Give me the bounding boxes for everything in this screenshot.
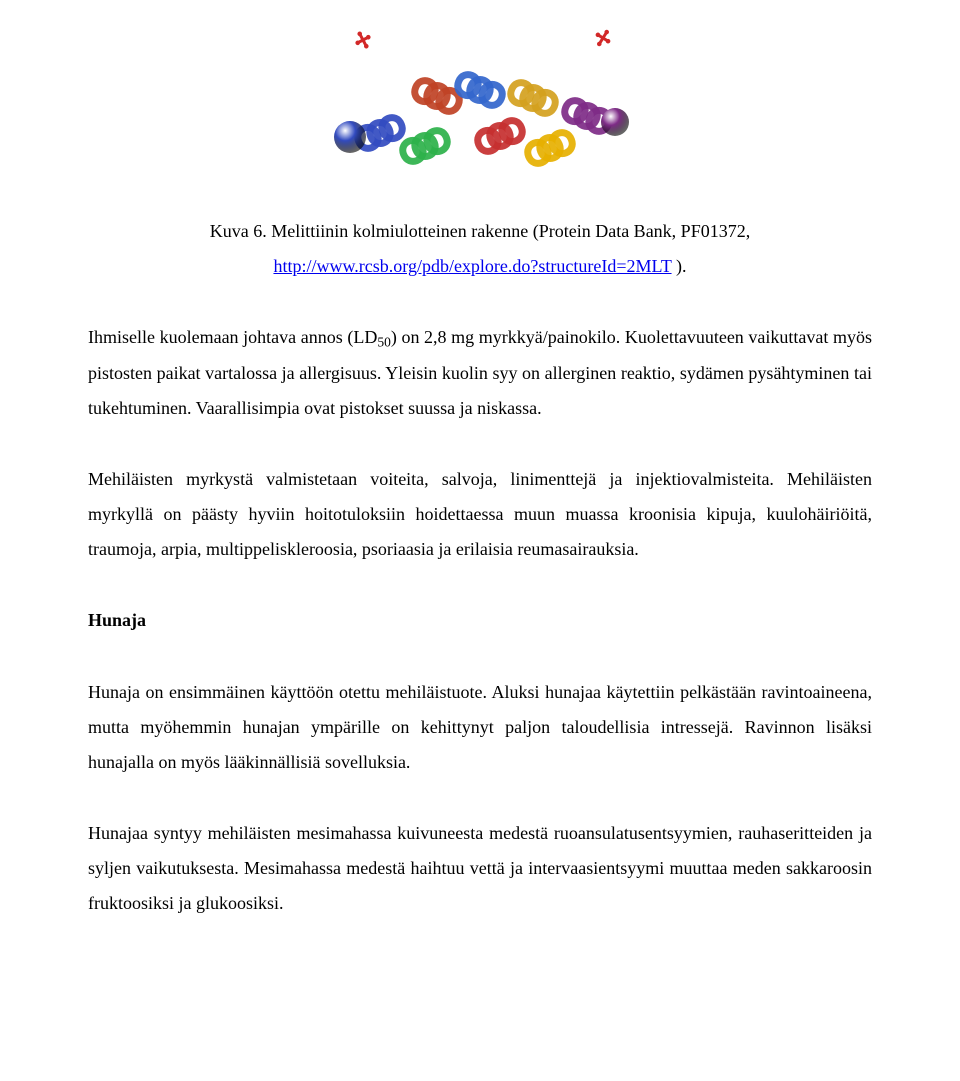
- figure-caption: Kuva 6. Melittiinin kolmiulotteinen rake…: [88, 214, 872, 284]
- protein-svg: [325, 18, 635, 198]
- p1-sub: 50: [377, 335, 391, 350]
- paragraph-uses: Mehiläisten myrkystä valmistetaan voitei…: [88, 462, 872, 567]
- page: Kuva 6. Melittiinin kolmiulotteinen rake…: [0, 0, 960, 961]
- caption-text-pre: Kuva 6. Melittiinin kolmiulotteinen rake…: [210, 221, 750, 241]
- section-heading-hunaja: Hunaja: [88, 603, 872, 638]
- paragraph-honey-intro: Hunaja on ensimmäinen käyttöön otettu me…: [88, 675, 872, 780]
- figure-protein-structure: [88, 18, 872, 210]
- caption-link[interactable]: http://www.rcsb.org/pdb/explore.do?struc…: [273, 256, 671, 276]
- paragraph-ld50: Ihmiselle kuolemaan johtava annos (LD50)…: [88, 320, 872, 426]
- caption-text-post: ).: [672, 256, 687, 276]
- p1-a: Ihmiselle kuolemaan johtava annos (LD: [88, 327, 377, 347]
- paragraph-honey-process: Hunajaa syntyy mehiläisten mesimahassa k…: [88, 816, 872, 921]
